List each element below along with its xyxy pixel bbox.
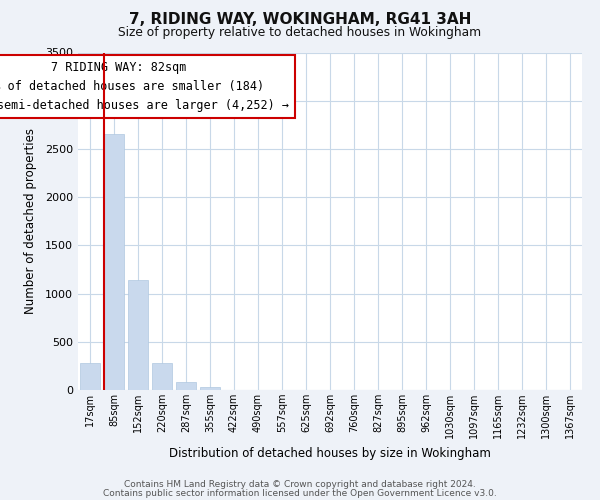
- Text: Size of property relative to detached houses in Wokingham: Size of property relative to detached ho…: [118, 26, 482, 39]
- Bar: [80, 364, 100, 390]
- Text: Contains HM Land Registry data © Crown copyright and database right 2024.: Contains HM Land Registry data © Crown c…: [124, 480, 476, 489]
- X-axis label: Distribution of detached houses by size in Wokingham: Distribution of detached houses by size …: [169, 446, 491, 460]
- Text: 7, RIDING WAY, WOKINGHAM, RG41 3AH: 7, RIDING WAY, WOKINGHAM, RG41 3AH: [129, 12, 471, 28]
- Bar: [128, 280, 148, 390]
- Text: Contains public sector information licensed under the Open Government Licence v3: Contains public sector information licen…: [103, 488, 497, 498]
- Bar: [176, 382, 196, 390]
- Y-axis label: Number of detached properties: Number of detached properties: [23, 128, 37, 314]
- Bar: [104, 134, 124, 390]
- Bar: [200, 387, 220, 390]
- Bar: [152, 363, 172, 390]
- Text: 7 RIDING WAY: 82sqm
← 4% of detached houses are smaller (184)
96% of semi-detach: 7 RIDING WAY: 82sqm ← 4% of detached hou…: [0, 61, 289, 112]
